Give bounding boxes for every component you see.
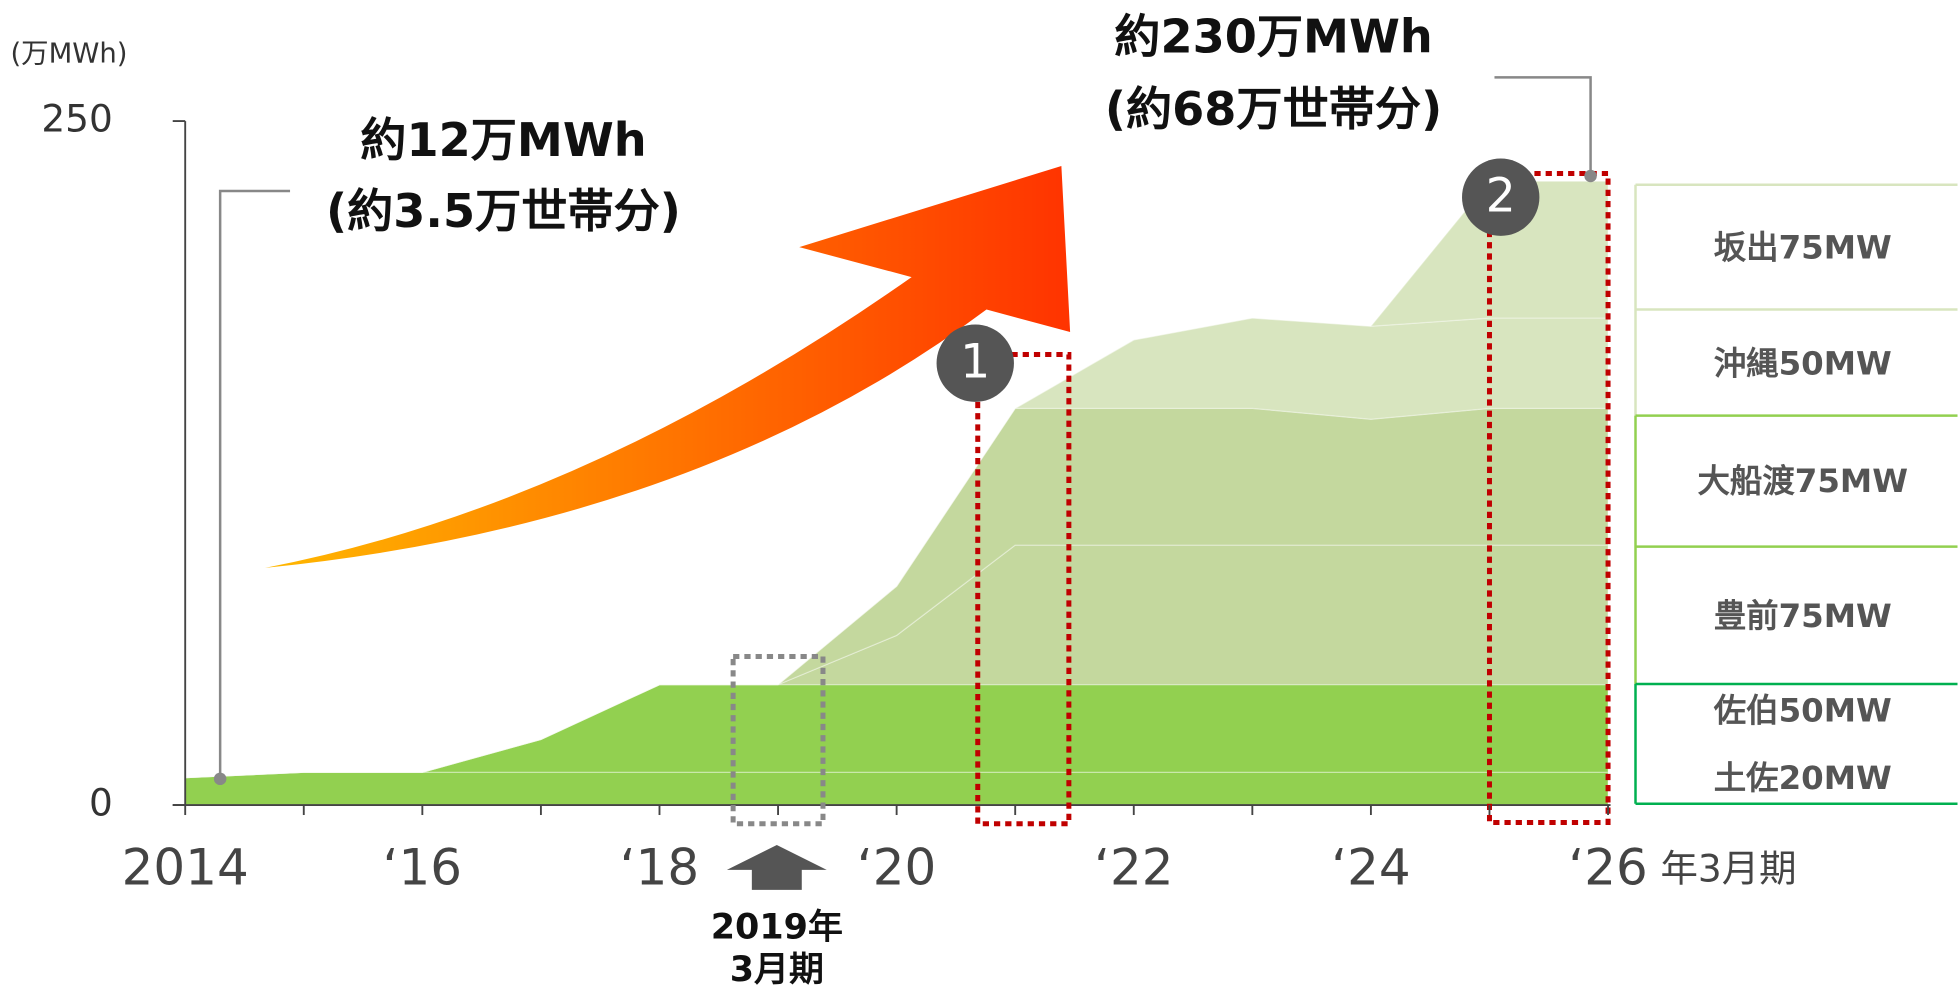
badge: [1462, 158, 1540, 236]
x-tick-label: ‘20: [857, 839, 936, 897]
y-tick-label: 250: [41, 97, 112, 141]
up-arrow: [726, 844, 827, 890]
badge: [936, 324, 1014, 402]
legend: [1634, 183, 1958, 806]
legend-label: 土佐20MW: [1714, 759, 1892, 797]
annotation: 3月期: [730, 950, 824, 990]
callout-line: [1494, 76, 1592, 176]
annotation: (約3.5万世帯分): [326, 184, 681, 238]
legend-label: 坂出75MW: [1714, 229, 1892, 267]
annotation: 約12万MWh: [360, 113, 646, 167]
callout-dot: [213, 772, 227, 786]
highlight-box: [1486, 170, 1611, 826]
area: [185, 684, 1609, 779]
y-tick-label: 0: [89, 781, 113, 825]
badge-label: 1: [960, 334, 990, 389]
legend-label: 大船渡75MW: [1697, 462, 1908, 500]
highlight-box: [975, 351, 1072, 827]
growth-arrow: [265, 165, 1071, 568]
highlight-box: [730, 654, 826, 827]
x-tick-label: ‘22: [1094, 839, 1173, 897]
legend-label: 豊前75MW: [1714, 597, 1892, 635]
annotation: 2019年: [711, 908, 843, 948]
y-unit-label: (万MWh): [10, 38, 127, 69]
legend-label: 佐伯50MW: [1713, 692, 1892, 730]
x-tick-label: ‘26: [1568, 839, 1647, 897]
x-tick-label: ‘16: [383, 839, 462, 897]
annotation: (約68万世帯分): [1105, 82, 1442, 136]
callout-dot: [1584, 169, 1597, 183]
x-suffix: 年3月期: [1660, 847, 1796, 891]
x-tick-label: ‘18: [620, 839, 699, 897]
x-tick-label: 2014: [122, 839, 249, 897]
badge-label: 2: [1486, 168, 1516, 223]
legend-label: 沖縄50MW: [1714, 345, 1892, 383]
annotation: 約230万MWh: [1114, 9, 1432, 63]
callout-line: [218, 189, 291, 779]
area: [185, 544, 1609, 779]
areas: [184, 180, 1609, 806]
x-tick-label: ‘24: [1331, 839, 1410, 897]
area: [184, 771, 1609, 806]
